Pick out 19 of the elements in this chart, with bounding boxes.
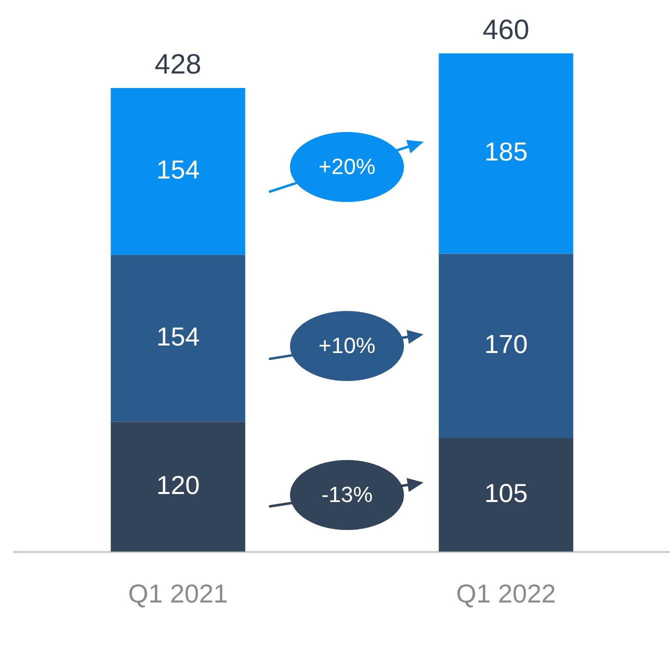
- bar: [110, 88, 246, 255]
- bar: [110, 422, 246, 552]
- bar: [110, 254, 246, 422]
- data-label: 170: [484, 329, 528, 360]
- bar: [438, 438, 574, 552]
- x-tick-label: Q1 2021: [128, 578, 228, 609]
- total-label: 460: [482, 14, 530, 46]
- oval-badge: -13%: [290, 460, 404, 530]
- data-label: 154: [156, 154, 200, 185]
- oval-badge: +20%: [290, 132, 404, 202]
- oval-badge: +10%: [290, 311, 404, 382]
- x-tick-label: Q1 2022: [456, 578, 556, 609]
- data-label: 120: [156, 470, 200, 500]
- data-label: 154: [156, 322, 200, 352]
- bar: [438, 254, 574, 438]
- data-label: 185: [484, 136, 528, 167]
- data-label: 105: [484, 478, 528, 508]
- bar: [438, 53, 574, 254]
- total-label: 428: [154, 48, 202, 80]
